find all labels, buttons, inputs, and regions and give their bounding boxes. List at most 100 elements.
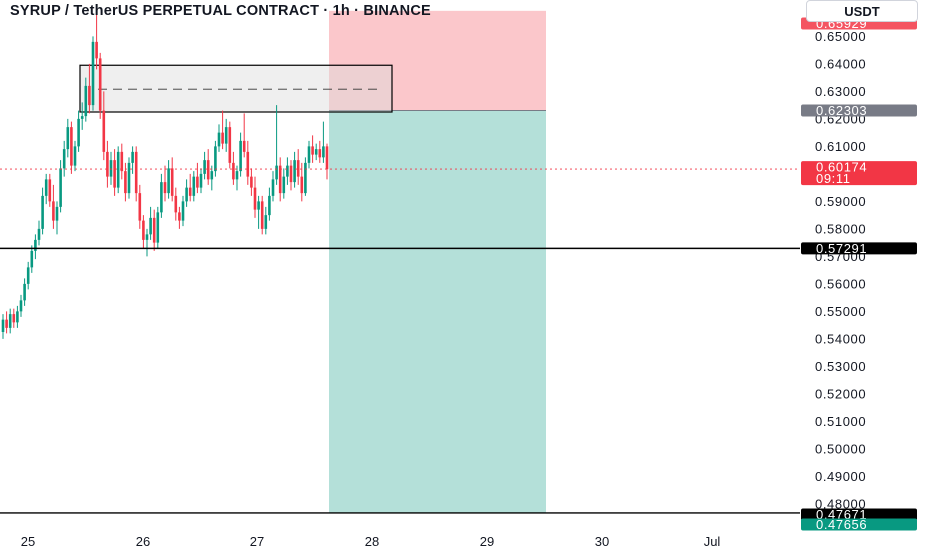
candle xyxy=(77,110,80,152)
candles xyxy=(1,8,329,339)
price-label: 0.57291 xyxy=(801,241,917,256)
horizontal-lines[interactable] xyxy=(0,168,800,514)
zone-box[interactable] xyxy=(79,64,393,113)
price-tick-label: 0.50000 xyxy=(815,441,866,456)
price-label: 0.47656 xyxy=(801,517,917,532)
candle xyxy=(84,77,88,122)
candle xyxy=(37,220,41,246)
svg-text:0.60174: 0.60174 xyxy=(816,160,867,175)
candle xyxy=(102,91,106,161)
svg-text:0.62303: 0.62303 xyxy=(816,103,867,118)
candle xyxy=(214,140,217,177)
currency-button[interactable]: USDT xyxy=(806,0,918,22)
candle xyxy=(314,143,318,161)
candle xyxy=(275,105,278,185)
candle xyxy=(116,146,120,194)
long-position-tool[interactable] xyxy=(329,10,546,514)
candle xyxy=(109,151,113,185)
candle xyxy=(41,187,44,235)
candle xyxy=(113,149,116,196)
svg-text:0.57291: 0.57291 xyxy=(816,241,867,256)
candle xyxy=(160,173,163,218)
candle xyxy=(235,165,239,191)
candle xyxy=(318,140,322,163)
time-tick-label: 29 xyxy=(480,534,494,549)
candle xyxy=(23,278,26,306)
candle xyxy=(156,206,160,249)
candle xyxy=(95,8,98,70)
candle xyxy=(174,187,178,221)
candle xyxy=(260,195,264,235)
candle xyxy=(106,140,109,188)
candle xyxy=(181,195,185,227)
candle xyxy=(278,157,282,202)
price-tick-label: 0.48000 xyxy=(815,496,866,511)
time-tick-label: 28 xyxy=(365,534,379,549)
price-label: 0.47671 xyxy=(801,507,917,522)
candle xyxy=(178,206,181,229)
candle xyxy=(16,305,19,328)
supply-zone-rectangle[interactable] xyxy=(79,64,393,113)
svg-text:09:11: 09:11 xyxy=(816,171,851,186)
candle xyxy=(170,157,174,202)
price-tick-label: 0.58000 xyxy=(815,221,866,236)
candle xyxy=(163,165,167,202)
chart-title: SYRUP / TetherUS PERPETUAL CONTRACT · 1h… xyxy=(10,3,431,19)
candle xyxy=(304,157,307,196)
candle xyxy=(88,63,91,114)
price-tick-label: 0.55000 xyxy=(815,304,866,319)
candle xyxy=(286,157,289,185)
candle xyxy=(253,176,257,218)
take-profit-zone[interactable] xyxy=(329,110,546,514)
candle xyxy=(206,149,210,185)
candle xyxy=(268,187,271,221)
candle xyxy=(152,209,156,251)
price-tick-label: 0.52000 xyxy=(815,386,866,401)
candle xyxy=(62,140,66,177)
candle xyxy=(232,151,235,185)
time-axis[interactable]: 25 26 27 28 29 30 Jul xyxy=(21,534,721,549)
candle xyxy=(311,135,314,163)
candle xyxy=(257,195,260,229)
candle xyxy=(70,121,73,174)
time-tick-label: Jul xyxy=(704,534,721,549)
candle xyxy=(44,173,48,205)
candle xyxy=(149,206,152,240)
candle xyxy=(80,102,84,130)
candle xyxy=(293,151,296,188)
time-tick-label: 27 xyxy=(250,534,264,549)
candle xyxy=(250,168,253,196)
price-tick-label: 0.54000 xyxy=(815,331,866,346)
candle xyxy=(26,261,30,290)
candle xyxy=(217,124,221,152)
candle xyxy=(120,143,124,180)
price-axis[interactable]: 0.650000.640000.630000.620000.610000.600… xyxy=(815,29,866,512)
time-tick-label: 25 xyxy=(21,534,35,549)
price-tick-label: 0.59000 xyxy=(815,194,866,209)
candle xyxy=(203,151,206,180)
price-tick-label: 0.63000 xyxy=(815,84,866,99)
candle xyxy=(19,294,23,317)
price-label: 0.62303 xyxy=(801,103,917,118)
price-tick-label: 0.53000 xyxy=(815,359,866,374)
svg-text:0.47671: 0.47671 xyxy=(816,507,867,522)
candle xyxy=(296,149,300,185)
candle xyxy=(8,308,12,334)
candle xyxy=(325,143,329,180)
candle xyxy=(142,215,145,249)
candle xyxy=(12,308,16,328)
candle xyxy=(5,311,8,334)
candle xyxy=(145,228,149,257)
candle xyxy=(188,173,192,202)
candle xyxy=(52,184,55,229)
candle xyxy=(91,36,95,111)
stop-loss-zone[interactable] xyxy=(329,10,546,111)
candle xyxy=(239,132,242,177)
svg-text:0.47656: 0.47656 xyxy=(816,517,867,532)
candle xyxy=(1,314,5,339)
candle xyxy=(134,146,138,202)
candle xyxy=(271,171,275,202)
candle xyxy=(224,118,228,152)
